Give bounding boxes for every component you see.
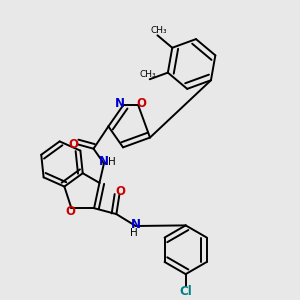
Text: O: O [137,97,147,110]
Text: H: H [130,228,138,239]
Text: O: O [69,138,79,151]
Text: H: H [108,157,116,167]
Text: O: O [66,205,76,218]
Text: N: N [99,155,109,168]
Text: CH₃: CH₃ [140,70,157,79]
Text: Cl: Cl [179,285,192,298]
Text: N: N [131,218,141,231]
Text: N: N [115,97,124,110]
Text: CH₃: CH₃ [151,26,167,35]
Text: O: O [116,185,126,198]
